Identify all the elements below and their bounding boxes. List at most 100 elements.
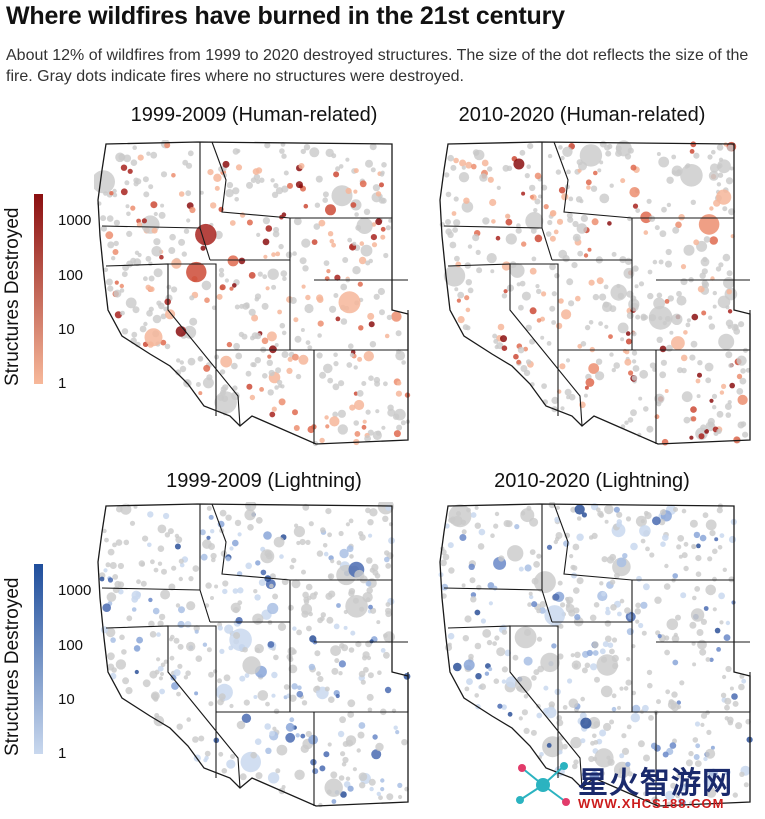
fire-dot-no-structures [171, 286, 178, 293]
fire-dot-no-structures [462, 635, 469, 642]
fire-dot-structures-destroyed [395, 730, 400, 735]
fire-dot-no-structures [383, 651, 390, 659]
fire-dot-no-structures [166, 284, 172, 290]
fire-dot-no-structures [716, 144, 724, 151]
fire-dot-no-structures [151, 246, 162, 257]
fire-dot-structures-destroyed [99, 576, 105, 582]
fire-dot-structures-destroyed [558, 298, 564, 304]
fire-dot-structures-destroyed [709, 206, 714, 211]
fire-dot-structures-destroyed [631, 704, 641, 714]
fire-dot-no-structures [361, 381, 367, 386]
fire-dot-no-structures [529, 549, 536, 555]
fire-dot-no-structures [113, 240, 119, 247]
fire-dot-structures-destroyed [224, 624, 234, 634]
fire-dot-no-structures [640, 538, 646, 544]
fire-dot-no-structures [707, 556, 713, 562]
fire-dot-no-structures [461, 165, 466, 170]
fire-dot-no-structures [464, 615, 472, 623]
state-border [443, 225, 543, 229]
fire-dot-no-structures [255, 179, 261, 185]
fire-dot-no-structures [133, 181, 139, 187]
fire-dot-structures-destroyed [227, 255, 239, 267]
fire-dot-no-structures [385, 225, 391, 231]
fire-dot-no-structures [214, 584, 219, 589]
fire-dot-structures-destroyed [503, 289, 508, 294]
fire-dot-no-structures [319, 371, 327, 379]
fire-dot-no-structures [395, 330, 402, 337]
fire-dot-no-structures [567, 216, 574, 223]
fire-dot-no-structures [148, 275, 155, 282]
fire-dot-structures-destroyed [347, 785, 354, 792]
fire-dot-structures-destroyed [127, 168, 133, 174]
fire-dot-no-structures [708, 170, 719, 181]
panel-title-human-2010-2020: 2010-2020 (Human-related) [458, 104, 706, 126]
fire-dot-structures-destroyed [151, 227, 158, 234]
fire-dot-no-structures [652, 259, 658, 265]
fire-dot-no-structures [670, 702, 680, 712]
fire-dot-structures-destroyed [574, 614, 581, 621]
fire-dot-no-structures [685, 322, 691, 328]
fire-dot-no-structures [360, 244, 373, 257]
fire-dot-no-structures [379, 309, 385, 316]
fire-dot-no-structures [474, 522, 481, 529]
fire-dot-structures-destroyed [171, 682, 179, 690]
fire-dot-structures-destroyed [470, 512, 477, 518]
fire-dot-structures-destroyed [232, 588, 239, 594]
fire-dot-no-structures [304, 303, 314, 314]
fire-dot-no-structures [152, 314, 162, 324]
fire-dot-structures-destroyed [131, 607, 137, 612]
fire-dot-structures-destroyed [662, 534, 669, 541]
fire-dot-no-structures [132, 145, 137, 150]
fire-dot-structures-destroyed [241, 713, 252, 723]
region-border [439, 141, 751, 445]
fire-dot-no-structures [725, 177, 734, 185]
fire-dot-structures-destroyed [536, 712, 543, 719]
fire-dot-no-structures [604, 620, 612, 627]
fire-dot-no-structures [722, 206, 728, 212]
fire-dot-no-structures [739, 377, 747, 385]
fire-dot-structures-destroyed [664, 299, 670, 304]
fire-dot-structures-destroyed [584, 385, 589, 390]
fire-dot-no-structures [301, 700, 308, 706]
legend-tick-1000: 1000 [58, 582, 92, 599]
fire-dot-no-structures [726, 270, 733, 277]
fire-dot-no-structures [333, 293, 339, 298]
fire-dot-no-structures [273, 536, 285, 548]
fire-dot-no-structures [160, 662, 166, 668]
fire-dot-structures-destroyed [689, 149, 695, 154]
fire-dot-structures-destroyed [586, 185, 591, 190]
fire-dot-no-structures [163, 659, 169, 664]
fire-dot-structures-destroyed [359, 180, 367, 188]
fire-dot-structures-destroyed [165, 309, 176, 320]
fire-dot-no-structures [345, 522, 350, 527]
fire-dot-structures-destroyed [459, 159, 467, 167]
fire-dot-no-structures [317, 617, 323, 624]
fire-dot-structures-destroyed [581, 512, 587, 518]
fire-dot-no-structures [349, 352, 355, 358]
fire-dot-structures-destroyed [267, 354, 272, 359]
fire-dot-structures-destroyed [335, 316, 341, 322]
fire-dot-structures-destroyed [222, 160, 230, 168]
fire-dot-no-structures [551, 291, 557, 297]
fire-dot-no-structures [576, 223, 588, 234]
fire-dot-structures-destroyed [652, 516, 661, 526]
fire-dot-no-structures [611, 251, 617, 257]
fire-dot-no-structures [179, 365, 187, 373]
fire-dot-no-structures [479, 173, 488, 182]
fire-dot-structures-destroyed [312, 768, 319, 775]
fire-dot-no-structures [248, 308, 256, 316]
fire-dot-no-structures [289, 297, 297, 304]
fire-dot-no-structures [107, 663, 115, 671]
fire-dot-structures-destroyed [478, 528, 486, 536]
fire-dot-no-structures [593, 740, 599, 745]
fire-dot-structures-destroyed [159, 254, 164, 260]
watermark-text: 星火智游网 [578, 767, 733, 800]
fire-dot-no-structures [157, 620, 164, 627]
fire-dot-no-structures [738, 683, 745, 691]
fire-dot-no-structures [334, 658, 340, 664]
fire-dot-no-structures [700, 618, 707, 625]
fire-dot-structures-destroyed [317, 320, 324, 327]
fire-dot-no-structures [637, 740, 645, 748]
fire-dot-no-structures [565, 603, 575, 613]
fire-dot-no-structures [653, 297, 665, 310]
